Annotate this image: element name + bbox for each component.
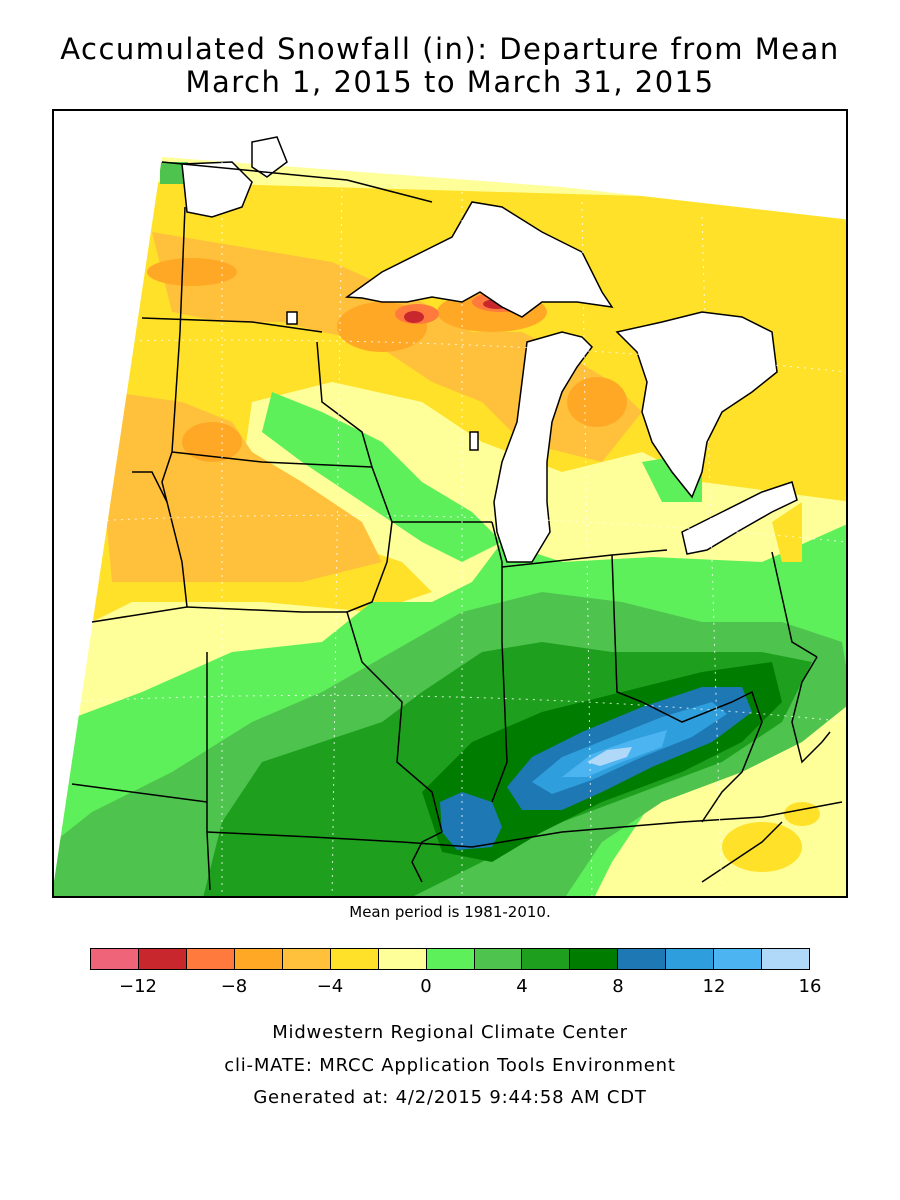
mean-period-note: Mean period is 1981-2010. (349, 903, 551, 921)
legend-swatch (714, 949, 763, 969)
footer-tool: cli-MATE: MRCC Application Tools Environ… (224, 1055, 676, 1076)
legend-swatch (570, 949, 619, 969)
legend-tick-label: 0 (420, 976, 432, 997)
legend-swatch (91, 949, 139, 969)
lake-erie (681, 481, 798, 555)
map-title-line2: March 1, 2015 to March 31, 2015 (185, 65, 715, 99)
legend-swatch (234, 949, 283, 969)
legend-tick-label: −8 (220, 976, 248, 997)
legend-tick-label: 16 (798, 976, 822, 997)
footer-generated: Generated at: 4/2/2015 9:44:58 AM CDT (253, 1087, 647, 1108)
legend-swatch (186, 949, 235, 969)
legend-swatch (330, 949, 379, 969)
shaded-field (54, 157, 846, 896)
map-frame (52, 109, 848, 898)
legend-swatch (522, 949, 571, 969)
great-lakes (181, 136, 798, 563)
legend-swatch (762, 949, 810, 969)
legend-tick-label: −12 (119, 976, 157, 997)
legend-swatch (474, 949, 523, 969)
graticule (63, 162, 846, 896)
color-legend (90, 948, 810, 970)
legend-swatch (282, 949, 331, 969)
legend-swatch (618, 949, 667, 969)
map-title-line1: Accumulated Snowfall (in): Departure fro… (60, 32, 840, 66)
surplus-zone-belt (262, 392, 502, 562)
legend-swatch (138, 949, 187, 969)
political-boundaries (71, 161, 843, 891)
snowfall-departure-map (54, 136, 846, 896)
legend-tick-label: 12 (702, 976, 726, 997)
legend-tick-label: 4 (516, 976, 528, 997)
legend-swatch (426, 949, 475, 969)
legend-tick-label: 8 (612, 976, 624, 997)
lake-huron (615, 311, 778, 499)
lake-superior (344, 201, 614, 318)
legend-tick-label: −4 (316, 976, 344, 997)
legend-swatch (378, 949, 427, 969)
lake-michigan (493, 331, 593, 563)
deficit-zone-dakotas (102, 392, 382, 582)
footer-org: Midwestern Regional Climate Center (272, 1022, 628, 1043)
legend-swatch (666, 949, 715, 969)
